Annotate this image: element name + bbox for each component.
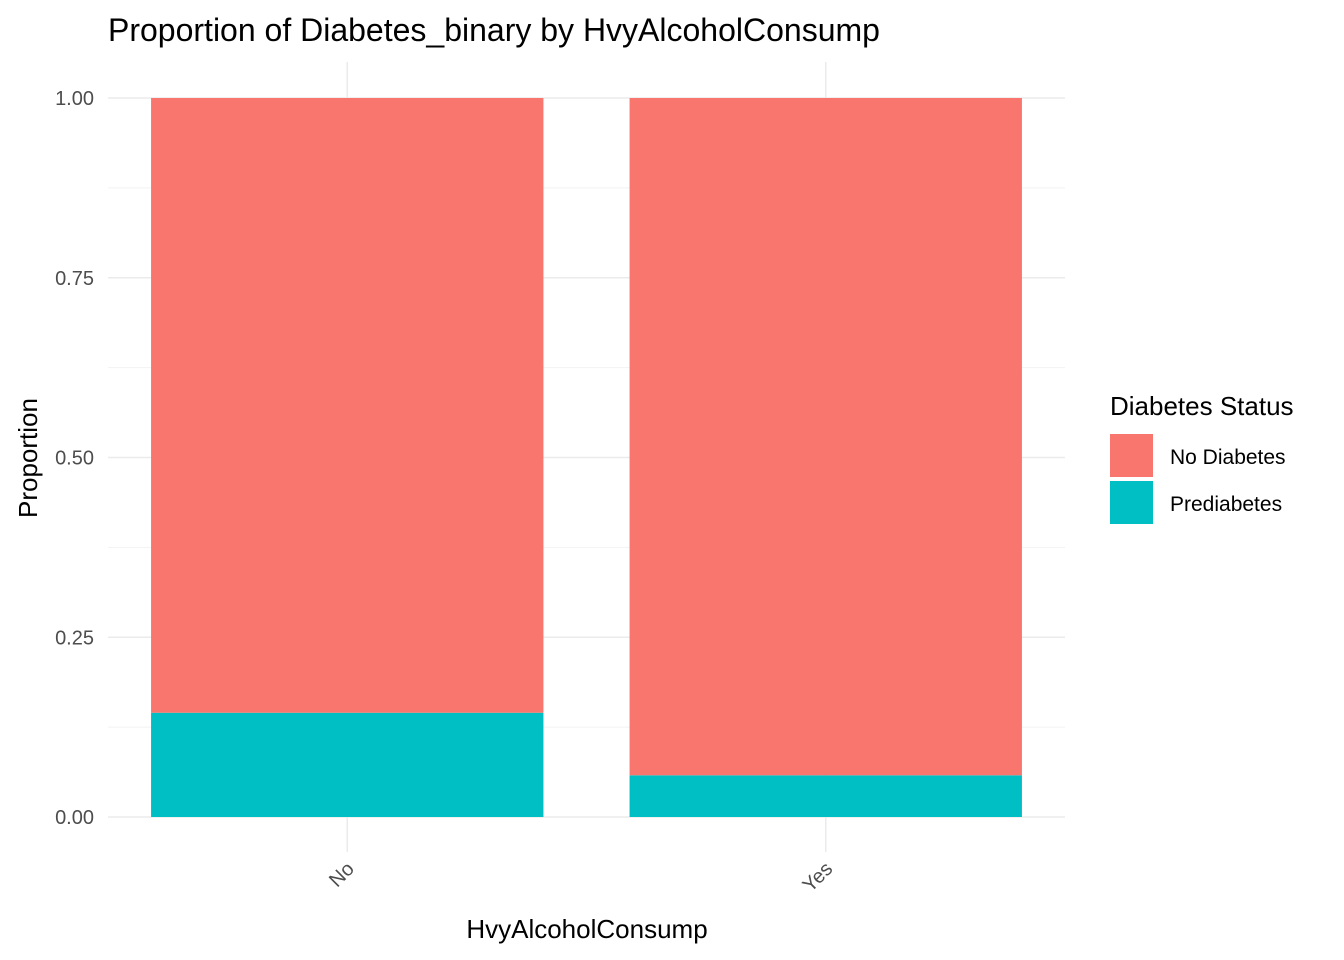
y-tick-label: 0.25: [55, 627, 94, 649]
y-tick-label: 1.00: [55, 88, 94, 110]
legend-key-prediabetes: [1110, 481, 1153, 524]
y-tick-label: 0.50: [55, 448, 94, 470]
x-tick-label: No: [325, 858, 359, 892]
legend-title: Diabetes Status: [1110, 391, 1294, 421]
chart-title: Proportion of Diabetes_binary by HvyAlco…: [108, 12, 880, 48]
y-tick-label: 0.00: [55, 807, 94, 829]
legend-label: Prediabetes: [1170, 493, 1282, 516]
bar-no-no-diabetes: [151, 98, 544, 713]
y-tick-label: 0.75: [55, 268, 94, 290]
bar-yes-no-diabetes: [629, 98, 1022, 776]
bar-yes-prediabetes: [629, 775, 1022, 817]
y-axis-title: Proportion: [13, 398, 43, 518]
bar-no-prediabetes: [151, 712, 544, 817]
x-axis-title: HvyAlcoholConsump: [466, 914, 707, 944]
legend: Diabetes Status No Diabetes Prediabetes: [1110, 391, 1294, 524]
x-tick-label: Yes: [799, 858, 838, 897]
legend-label: No Diabetes: [1170, 446, 1286, 469]
legend-key-no-diabetes: [1110, 434, 1153, 477]
plot-area: 0.00 0.25 0.50 0.75 1.00 No Yes: [55, 62, 1065, 897]
